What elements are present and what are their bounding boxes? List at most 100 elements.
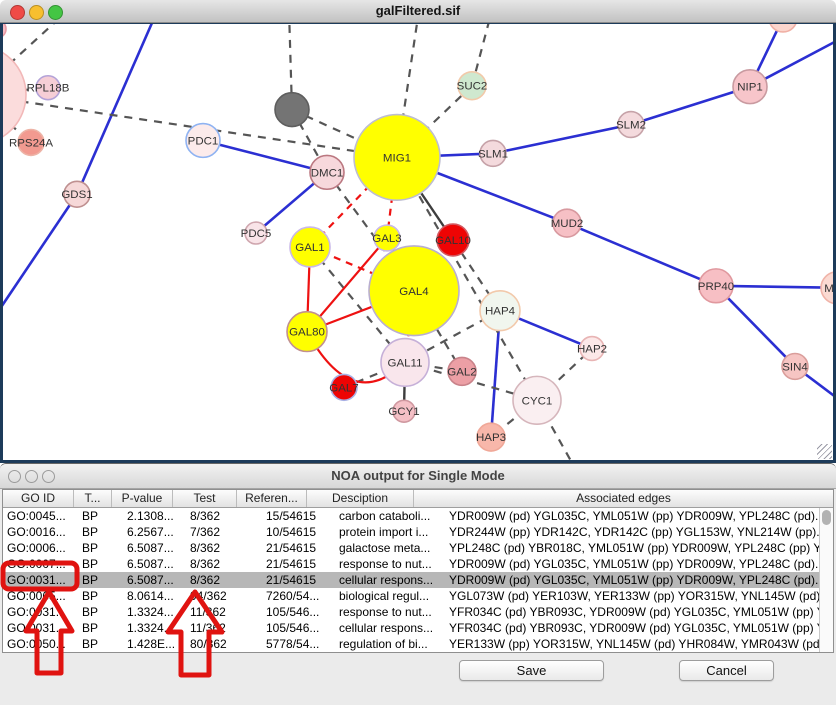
- node-GAL10[interactable]: [436, 223, 470, 257]
- table-cell[interactable]: YER133W (pp) YOR315W, YNL145W (pd) YHR08…: [449, 637, 820, 651]
- table-cell[interactable]: 11/362: [190, 621, 226, 635]
- node-GAL1[interactable]: [289, 226, 331, 268]
- table-row[interactable]: GO:0031... BP 1.3324... 11/362 105/546... cel…: [3, 620, 820, 636]
- node-HAP3[interactable]: [476, 422, 506, 452]
- node-SUC2[interactable]: [457, 70, 487, 101]
- table-cell[interactable]: 1.428E...: [127, 637, 176, 651]
- table-cell[interactable]: cellular respons...: [339, 573, 434, 587]
- edge-x-gds1[interactable]: [75, 24, 155, 195]
- table-cell[interactable]: 6.5087...: [127, 557, 174, 571]
- table-cell[interactable]: YDR009W (pd) YGL035C, YML051W (pp) YDR00…: [449, 573, 820, 587]
- node-RPL18B[interactable]: [35, 74, 61, 101]
- node-GDS1[interactable]: [63, 180, 91, 208]
- table-cell[interactable]: YGL073W (pd) YER103W, YER133W (pp) YOR31…: [449, 589, 820, 603]
- table-cell[interactable]: YDR244W (pp) YDR142C, YDR142C (pp) YGL15…: [449, 525, 820, 539]
- table-cell[interactable]: GO:0031...: [7, 621, 66, 635]
- edge-mud2-prp40[interactable]: [566, 221, 717, 287]
- table-cell[interactable]: BP: [82, 573, 99, 587]
- scrollbar-thumb[interactable]: [821, 510, 831, 525]
- table-cell[interactable]: biological regul...: [339, 589, 430, 603]
- node-pink_top[interactable]: [769, 24, 797, 33]
- table-cell[interactable]: BP: [82, 637, 99, 651]
- minimize-window-icon[interactable]: [29, 4, 44, 20]
- close-window-icon[interactable]: [8, 470, 21, 483]
- node-HAP2[interactable]: [579, 335, 605, 362]
- table-cell[interactable]: 5778/54...: [266, 637, 320, 651]
- table-cell[interactable]: YFR034C (pd) YBR093C, YDR009W (pd) YGL03…: [449, 605, 820, 619]
- edge-mig1-gal1[interactable]: [309, 156, 398, 248]
- table-cell[interactable]: BP: [82, 621, 99, 635]
- zoom-window-icon[interactable]: [42, 470, 55, 483]
- column-header-associated-edges[interactable]: Associated edges: [576, 491, 671, 505]
- edge-gal1-gal11[interactable]: [309, 246, 406, 364]
- node-GAL4[interactable]: [368, 245, 460, 337]
- table-row[interactable]: GO:0065... BP 8.0614... 94/362 7260/54... bio…: [3, 588, 820, 604]
- table-cell[interactable]: 80/362: [190, 637, 227, 651]
- table-cell[interactable]: galactose meta...: [339, 541, 431, 555]
- table-cell[interactable]: BP: [82, 589, 99, 603]
- table-row[interactable]: GO:0006... BP 6.5087... 8/362 21/54615 galact…: [3, 540, 820, 556]
- table-cell[interactable]: BP: [82, 509, 99, 523]
- minimize-window-icon[interactable]: [25, 470, 38, 483]
- table-cell[interactable]: BP: [82, 541, 99, 555]
- table-row[interactable]: GO:0007... BP 6.5087... 8/362 21/54615 respon…: [3, 556, 820, 572]
- table-cell[interactable]: 2.1308...: [127, 509, 174, 523]
- table-cell[interactable]: BP: [82, 525, 99, 539]
- table-cell[interactable]: GO:0050...: [7, 637, 66, 651]
- node-SIN4[interactable]: [781, 352, 809, 381]
- table-cell[interactable]: 21/54615: [266, 573, 317, 587]
- table-cell[interactable]: 8/362: [190, 573, 221, 587]
- table-row[interactable]: GO:0031... BP 1.3324... 11/362 105/546... res…: [3, 604, 820, 620]
- column-header-t[interactable]: T...: [74, 490, 112, 507]
- table-cell[interactable]: 1.3324...: [127, 605, 174, 619]
- table-cell[interactable]: 15/54615: [266, 509, 317, 523]
- node-pink_large[interactable]: [3, 45, 27, 145]
- table-cell[interactable]: 6.2567...: [127, 525, 174, 539]
- table-cell[interactable]: 6.5087...: [127, 541, 174, 555]
- table-cell[interactable]: response to nut...: [339, 605, 432, 619]
- edge-gds1-x[interactable]: [3, 193, 79, 314]
- edge-slm1-slm2[interactable]: [492, 123, 632, 155]
- node-PRP40[interactable]: [698, 268, 734, 304]
- node-SLM1[interactable]: [479, 139, 507, 168]
- table-scrollbar[interactable]: [819, 508, 833, 652]
- node-NIP1[interactable]: [732, 68, 768, 105]
- edge-pink_large-mig1[interactable]: [3, 95, 398, 159]
- edge-pdc1-dmc1[interactable]: [202, 139, 328, 174]
- node-HAP4[interactable]: [479, 289, 521, 332]
- edge-suc2-mig1[interactable]: [396, 84, 473, 159]
- column-header-go-id[interactable]: GO ID: [3, 490, 74, 507]
- table-cell[interactable]: YPL248C (pd) YBR018C, YML051W (pp) YDR00…: [449, 541, 820, 555]
- table-cell[interactable]: GO:0006...: [7, 541, 66, 555]
- table-cell[interactable]: 8/362: [190, 541, 221, 555]
- node-GAL2[interactable]: [447, 356, 477, 387]
- table-cell[interactable]: GO:0031...: [7, 573, 66, 587]
- node-CYC1[interactable]: [512, 375, 562, 425]
- edge-nip1-x[interactable]: [749, 36, 833, 88]
- node-MUD2[interactable]: [552, 208, 582, 238]
- node-RPS24A[interactable]: [17, 128, 45, 157]
- table-cell[interactable]: YFR034C (pd) YBR093C, YDR009W (pd) YGL03…: [449, 621, 820, 635]
- table-cell[interactable]: 8/362: [190, 509, 221, 523]
- table-cell[interactable]: 1.3324...: [127, 621, 174, 635]
- table-cell[interactable]: 8.0614...: [127, 589, 174, 603]
- zoom-window-icon[interactable]: [48, 4, 63, 20]
- node-GAL11[interactable]: [380, 337, 430, 388]
- node-GAL80[interactable]: [286, 310, 328, 353]
- table-cell[interactable]: YDR009W (pd) YGL035C, YML051W (pp) YDR00…: [449, 509, 820, 523]
- table-cell[interactable]: GO:0031...: [7, 605, 66, 619]
- column-header-p-value[interactable]: P-value: [112, 490, 173, 507]
- table-cell[interactable]: 8/362: [190, 557, 221, 571]
- table-cell[interactable]: 105/546...: [266, 605, 320, 619]
- node-PDC1[interactable]: [185, 122, 221, 159]
- table-cell[interactable]: 21/54615: [266, 557, 317, 571]
- edge-cyc1-x[interactable]: [536, 399, 576, 460]
- table-cell[interactable]: response to nut...: [339, 557, 432, 571]
- resize-grip-icon[interactable]: [817, 444, 832, 459]
- table-row[interactable]: GO:0050... BP 1.428E... 80/362 5778/54... reg…: [3, 636, 820, 652]
- table-cell[interactable]: 10/54615: [266, 525, 317, 539]
- node-MIG1[interactable]: [353, 113, 441, 201]
- column-header-test[interactable]: Test: [173, 490, 237, 507]
- table-cell[interactable]: GO:0016...: [7, 525, 66, 539]
- table-row[interactable]: GO:0045... BP 2.1308... 8/362 15/54615 carbon…: [3, 508, 820, 524]
